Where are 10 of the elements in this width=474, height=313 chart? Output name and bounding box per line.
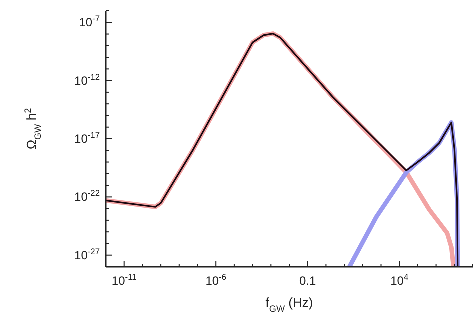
x-tick-label: 10$^{-6}$ — [206, 272, 227, 288]
x-axis-title: f$_{GW}$ (Hz) — [266, 295, 314, 313]
y-tick-label: 10$^{-12}$ — [74, 72, 100, 88]
y-tick-label: 10$^{-7}$ — [79, 14, 100, 30]
y-tick-label: 10$^{-27}$ — [74, 246, 100, 262]
x-tick-label: 10$^{4}$ — [390, 272, 409, 288]
x-tick-label: 10$^{-11}$ — [112, 272, 138, 288]
y-tick-label: 10$^{-22}$ — [74, 188, 100, 204]
x-tick-label: 0.1 — [300, 274, 317, 288]
y-tick-label: 10$^{-17}$ — [74, 130, 100, 146]
